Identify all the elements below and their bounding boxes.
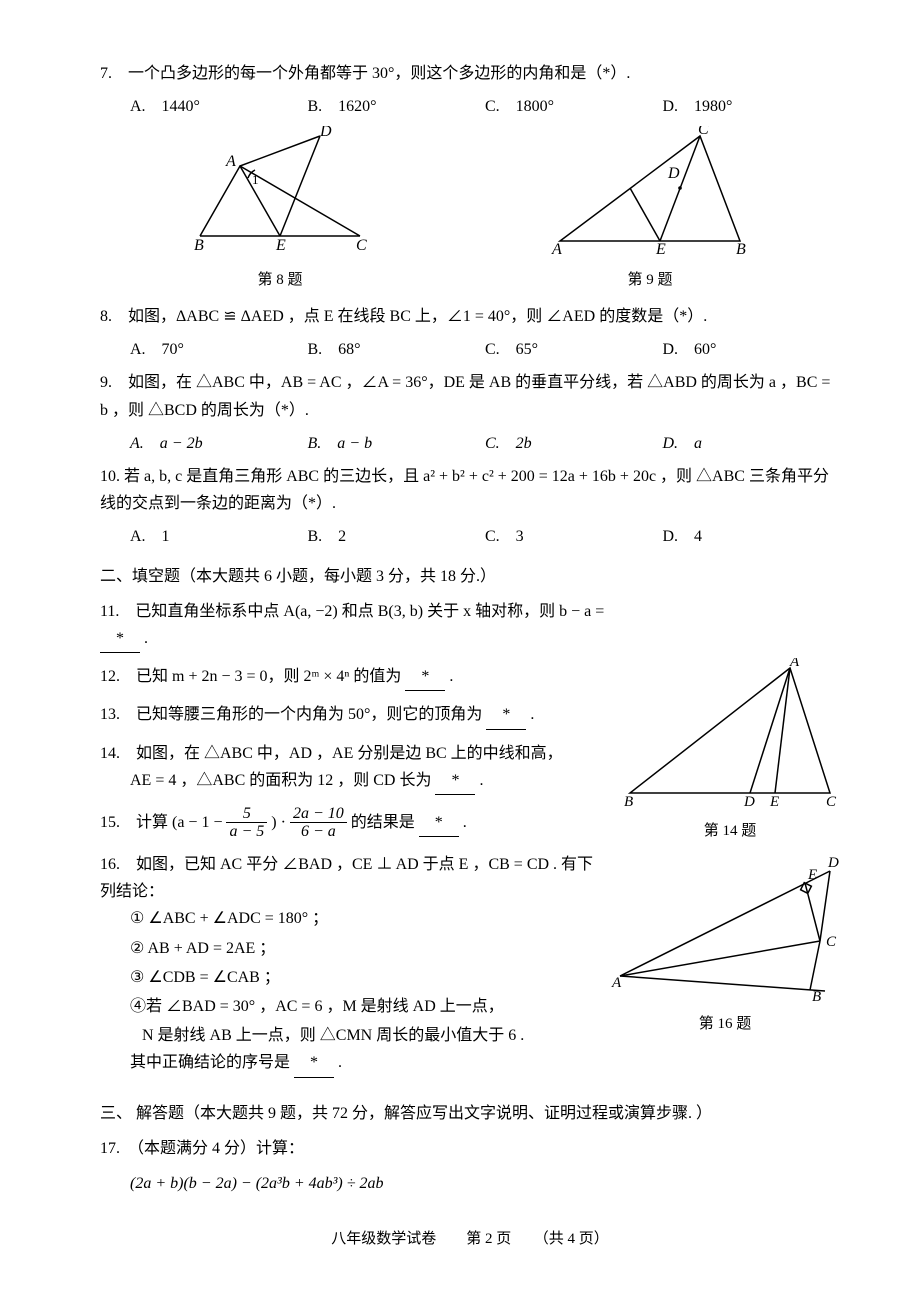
q10-choice-b: B. 2 bbox=[308, 523, 486, 550]
q7-choice-b: B. 1620° bbox=[308, 93, 486, 120]
figure-9: A E B C D 第 9 题 bbox=[540, 126, 760, 293]
q16-end: . bbox=[338, 1054, 342, 1071]
q7-text: 7. 一个凸多边形的每一个外角都等于 30°，则这个多边形的内角和是（*）. bbox=[100, 60, 840, 87]
page-footer: 八年级数学试卷 第 2 页 （共 4 页） bbox=[100, 1227, 840, 1253]
q10-choice-d: D. 4 bbox=[663, 523, 841, 550]
q11-blank: * bbox=[100, 625, 140, 653]
q14-blank: * bbox=[435, 767, 475, 795]
figure-16: A D E C B 第 16 题 bbox=[610, 851, 840, 1038]
q13-blank: * bbox=[486, 701, 526, 729]
q14-end: . bbox=[479, 772, 483, 789]
q17-text: 17. （本题满分 4 分）计算： bbox=[100, 1135, 840, 1162]
svg-text:B: B bbox=[736, 241, 746, 256]
q11-end: . bbox=[144, 630, 148, 647]
q8-choice-d: D. 60° bbox=[663, 336, 841, 363]
q7-choice-d: D. 1980° bbox=[663, 93, 841, 120]
q9-choice-d: D. a bbox=[663, 430, 841, 457]
q10-choices: A. 1 B. 2 C. 3 D. 4 bbox=[130, 523, 840, 550]
q10-choice-c: C. 3 bbox=[485, 523, 663, 550]
q10-choice-a: A. 1 bbox=[130, 523, 308, 550]
svg-text:1: 1 bbox=[252, 172, 259, 187]
q15-blank: * bbox=[419, 809, 459, 837]
q8-choices: A. 70° B. 68° C. 65° D. 60° bbox=[130, 336, 840, 363]
svg-text:A: A bbox=[789, 658, 800, 670]
figure-14-caption: 第 14 题 bbox=[620, 819, 840, 845]
svg-text:C: C bbox=[356, 237, 367, 254]
figure-8: B E C A D 1 第 8 题 bbox=[180, 126, 380, 293]
q16-tail: 其中正确结论的序号是 * . bbox=[130, 1049, 840, 1077]
svg-text:C: C bbox=[826, 794, 837, 808]
svg-text:D: D bbox=[319, 126, 332, 140]
q15-text-a: 15. 计算 (a − 1 − bbox=[100, 814, 226, 831]
q8-choice-a: A. 70° bbox=[130, 336, 308, 363]
q15-text-b: ) · bbox=[271, 814, 290, 831]
q7-choice-a: A. 1440° bbox=[130, 93, 308, 120]
figure-16-caption: 第 16 题 bbox=[610, 1012, 840, 1038]
svg-text:C: C bbox=[826, 934, 837, 950]
figure-9-caption: 第 9 题 bbox=[540, 268, 760, 294]
svg-text:B: B bbox=[812, 989, 821, 1001]
svg-text:B: B bbox=[194, 237, 204, 254]
q15-text-c: 的结果是 bbox=[351, 814, 415, 831]
svg-text:A: A bbox=[611, 975, 622, 991]
q15-frac1: 5 a − 5 bbox=[226, 805, 267, 841]
q8-choice-b: B. 68° bbox=[308, 336, 486, 363]
figures-8-9: B E C A D 1 第 8 题 A E B C D bbox=[100, 126, 840, 293]
q13-text: 13. 已知等腰三角形的一个内角为 50°，则它的顶角为 bbox=[100, 706, 482, 723]
q9-choices: A. a − 2b B. a − b C. 2b D. a bbox=[130, 430, 840, 457]
q9-choice-b: B. a − b bbox=[308, 430, 486, 457]
svg-text:C: C bbox=[698, 126, 709, 138]
q11: 11. 已知直角坐标系中点 A(a, −2) 和点 B(3, b) 关于 x 轴… bbox=[100, 598, 840, 653]
svg-text:D: D bbox=[827, 855, 839, 871]
q7-choice-c: C. 1800° bbox=[485, 93, 663, 120]
svg-text:D: D bbox=[743, 794, 755, 808]
svg-text:E: E bbox=[275, 237, 286, 254]
q8-choice-c: C. 65° bbox=[485, 336, 663, 363]
svg-text:E: E bbox=[655, 241, 666, 256]
q16-blank: * bbox=[294, 1049, 334, 1077]
svg-text:E: E bbox=[807, 867, 817, 883]
q10-text: 10. 若 a, b, c 是直角三角形 ABC 的三边长，且 a² + b² … bbox=[100, 463, 840, 517]
section-3-heading: 三、 解答题（本大题共 9 题，共 72 分，解答应写出文字说明、证明过程或演算… bbox=[100, 1100, 840, 1127]
q9-text: 9. 如图，在 △ABC 中，AB = AC ，∠A = 36°，DE 是 AB… bbox=[100, 369, 840, 423]
figure-8-caption: 第 8 题 bbox=[180, 268, 380, 294]
q11-text: 11. 已知直角坐标系中点 A(a, −2) 和点 B(3, b) 关于 x 轴… bbox=[100, 603, 604, 620]
figure-14: B D E C A 第 14 题 bbox=[620, 658, 840, 845]
svg-text:D: D bbox=[667, 165, 680, 182]
q15-end: . bbox=[463, 814, 467, 831]
q15-frac2: 2a − 10 6 − a bbox=[290, 805, 347, 841]
q13-end: . bbox=[530, 706, 534, 723]
svg-text:B: B bbox=[624, 794, 633, 808]
q7-choices: A. 1440° B. 1620° C. 1800° D. 1980° bbox=[130, 93, 840, 120]
svg-text:A: A bbox=[225, 153, 236, 170]
svg-text:E: E bbox=[769, 794, 779, 808]
q9-choice-a: A. a − 2b bbox=[130, 430, 308, 457]
q17-expression: (2a + b)(b − 2a) − (2a³b + 4ab³) ÷ 2ab bbox=[130, 1170, 840, 1197]
q12-text: 12. 已知 m + 2n − 3 = 0，则 2ᵐ × 4ⁿ 的值为 bbox=[100, 668, 401, 685]
svg-text:A: A bbox=[551, 241, 562, 256]
section-2-heading: 二、填空题（本大题共 6 小题，每小题 3 分，共 18 分.） bbox=[100, 563, 840, 590]
q12-end: . bbox=[449, 668, 453, 685]
q12-blank: * bbox=[405, 663, 445, 691]
q9-choice-c: C. 2b bbox=[485, 430, 663, 457]
q8-text: 8. 如图，ΔABC ≌ ΔAED ，点 E 在线段 BC 上，∠1 = 40°… bbox=[100, 303, 840, 330]
